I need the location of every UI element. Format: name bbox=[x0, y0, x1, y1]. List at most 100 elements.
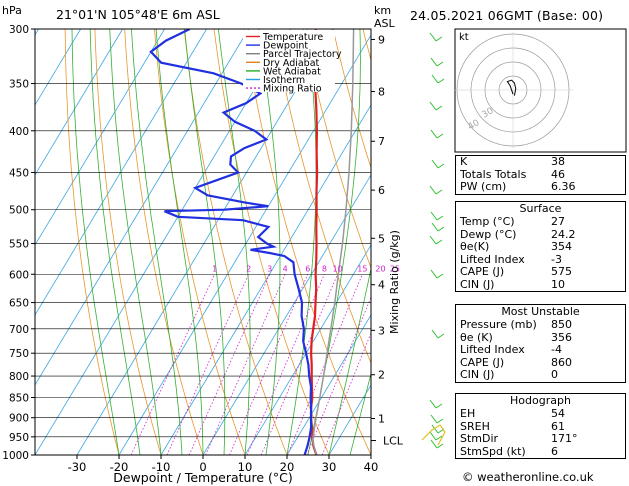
mixing-ratio-label: 3 bbox=[267, 264, 272, 273]
surface-row-value: 27 bbox=[551, 215, 565, 228]
temperature-tick-label: -30 bbox=[68, 460, 87, 474]
mixing-ratio-line bbox=[229, 274, 309, 455]
surface-table: Surface Temp (°C) 27 Dewp (°C) 24.2 θe(K) 354… bbox=[455, 201, 626, 292]
location-label: 21°01'N 105°48'E 6m ASL bbox=[56, 7, 220, 22]
mixing-ratio-label: 2 bbox=[246, 264, 251, 273]
index-row: PW (cm) 6.36 bbox=[456, 180, 625, 194]
wind-barb-flag bbox=[436, 273, 444, 279]
wet-adiabat-line bbox=[131, 29, 183, 455]
background-lines bbox=[35, 29, 371, 455]
hpa-unit-label: hPa bbox=[2, 4, 22, 17]
dry-adiabat-line bbox=[332, 29, 371, 170]
isotherm-line bbox=[118, 34, 371, 455]
most-unstable-row-value: 860 bbox=[551, 355, 572, 369]
wind-barb-staff bbox=[431, 222, 439, 232]
hodograph-row-value: 6 bbox=[551, 444, 558, 458]
legend-background bbox=[243, 30, 335, 92]
hodograph-unit-label: kt bbox=[459, 32, 469, 43]
isotherm-line bbox=[35, 29, 207, 316]
legend-label: Parcel Trajectory bbox=[263, 49, 342, 60]
most-unstable-row-label: Pressure (mb) bbox=[460, 318, 537, 331]
altitude-tick-label: 1 bbox=[378, 413, 385, 426]
pressure-tick-label: 350 bbox=[9, 79, 29, 91]
wind-barb-flag bbox=[435, 36, 443, 42]
isotherm-line bbox=[35, 29, 123, 176]
wind-barb-flag bbox=[435, 403, 443, 409]
index-row-label: Totals Totals bbox=[460, 167, 527, 181]
wind-barb-staff bbox=[429, 32, 437, 42]
index-row-value: 46 bbox=[551, 167, 565, 181]
pressure-tick-label: 400 bbox=[9, 126, 29, 138]
pressure-tick-label: 900 bbox=[9, 413, 29, 425]
hodograph-title: Hodograph bbox=[510, 394, 571, 407]
hodograph-row-value: 54 bbox=[551, 407, 565, 420]
altitude-tick-label: 6 bbox=[378, 184, 385, 197]
hodograph-row-value: 171° bbox=[551, 432, 578, 445]
wind-barb-flag bbox=[435, 239, 443, 245]
wind-barb-staff bbox=[429, 399, 437, 409]
asl-unit-label: ASL bbox=[374, 17, 396, 30]
most-unstable-row-label: CIN (J) bbox=[460, 368, 495, 381]
wind-barb-flag bbox=[435, 189, 443, 195]
wind-barb-flag bbox=[436, 418, 444, 424]
wind-barb-flag bbox=[436, 133, 444, 139]
surface-row-value: -3 bbox=[551, 252, 562, 266]
surface-row-label: Temp (°C) bbox=[460, 215, 515, 228]
pressure-axis: 300 350 400 450 500 550 600 650 700 750 800 850 900 9… bbox=[2, 24, 35, 462]
wind-barb-staff bbox=[431, 329, 439, 339]
altitude-tick-label: 2 bbox=[378, 369, 385, 382]
temperature-tick-label: 0 bbox=[199, 460, 206, 474]
wind-barb-flag bbox=[437, 226, 445, 232]
wind-barb-flag bbox=[435, 435, 443, 441]
hodograph-frame bbox=[454, 28, 627, 153]
altitude-tick-label: 4 bbox=[378, 279, 385, 292]
mixing-ratio-line bbox=[306, 296, 371, 455]
surface-title: Surface bbox=[519, 202, 562, 215]
most-unstable-row-value: 850 bbox=[551, 318, 572, 331]
wet-adiabat-line bbox=[109, 29, 162, 455]
dry-adiabat-line bbox=[94, 29, 162, 455]
surface-row-value: 10 bbox=[551, 277, 565, 291]
wind-barb-staff bbox=[430, 269, 438, 279]
dry-adiabat-line bbox=[302, 29, 371, 269]
mixing-ratio-label: 25 bbox=[390, 264, 400, 273]
index-row-value: 6.36 bbox=[551, 180, 576, 193]
isotherm-line bbox=[286, 314, 371, 455]
surface-row-label: Dewp (°C) bbox=[460, 227, 517, 241]
index-row-value: 38 bbox=[551, 155, 565, 168]
pressure-tick-label: 750 bbox=[9, 348, 29, 360]
altitude-tick-label: 7 bbox=[378, 135, 385, 148]
mixing-ratio-label: 10 bbox=[332, 264, 342, 273]
wind-barb-staff bbox=[430, 414, 438, 424]
hodograph-row: SREH 61 bbox=[456, 420, 625, 434]
legend-label: Dry Adiabat bbox=[263, 58, 320, 69]
parcel-trajectory-line bbox=[311, 29, 355, 455]
surface-row: θe(K) 354 bbox=[456, 240, 625, 254]
legend-label: Isotherm bbox=[263, 75, 305, 86]
wind-barb-flag bbox=[435, 105, 443, 111]
most-unstable-row-value: 356 bbox=[551, 330, 572, 344]
pressure-tick-label: 550 bbox=[9, 238, 29, 250]
wind-barbs bbox=[421, 32, 446, 449]
surface-row: Lifted Index -3 bbox=[456, 252, 625, 267]
index-row: Totals Totals 46 bbox=[456, 167, 625, 182]
wind-profile-low-levels bbox=[421, 424, 446, 446]
surface-row-value: 354 bbox=[551, 240, 572, 253]
mixing-ratio-label: 8 bbox=[322, 264, 327, 273]
most-unstable-row-label: θe (K) bbox=[460, 330, 493, 344]
hodograph-table: Hodograph EH 54 SREH 61 StmDir 171° StmSpd (kt… bbox=[455, 393, 626, 459]
legend-label: Mixing Ratio bbox=[263, 84, 322, 95]
altitude-tick-label: 5 bbox=[378, 232, 385, 245]
wind-barb-staff bbox=[430, 57, 438, 67]
wind-barb-staff bbox=[430, 129, 438, 139]
index-row-label: PW (cm) bbox=[460, 180, 507, 193]
temperature-axis: -30 -20 -10 0 10 20 30 40 bbox=[68, 455, 378, 474]
mixing-ratio-label: 4 bbox=[283, 264, 288, 273]
mixing-ratio-label: 6 bbox=[305, 264, 310, 273]
legend-label: Dewpoint bbox=[263, 41, 308, 52]
wind-barb-staff bbox=[429, 235, 437, 245]
most-unstable-row-value: -4 bbox=[551, 343, 562, 356]
mixing-ratio-labels: 1 2 3 4 6 8 10 15 20 25 bbox=[212, 264, 400, 273]
legend-label: Wet Adiabat bbox=[263, 66, 321, 77]
